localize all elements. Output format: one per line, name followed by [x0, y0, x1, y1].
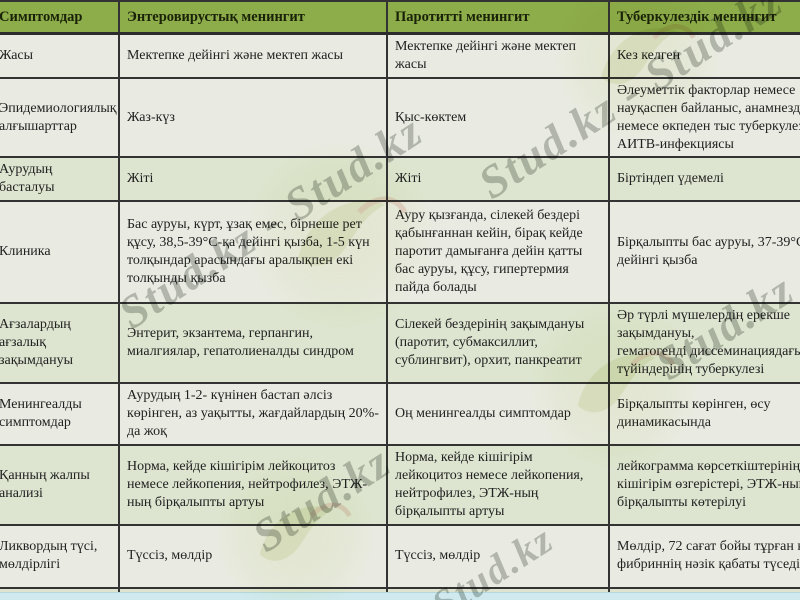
row-label-cell: Клиника: [0, 200, 120, 305]
table-row: Клиника Бас ауруы, күрт, ұзақ емес, бірн…: [0, 200, 800, 305]
data-cell: Ауру қызғанда, сілекей бездері қабынғанн…: [386, 200, 610, 305]
header-cell-enteroviral: Энтеровирустық менингит: [118, 0, 388, 35]
data-cell: Жаз-күз: [118, 76, 388, 159]
table-row: Ликвордың түсі, мөлдірлігі Түссіз, мөлді…: [0, 523, 800, 589]
data-cell: Қыс-көктем: [386, 76, 610, 159]
table-header-row: Симптомдар Энтеровирустық менингит Парот…: [0, 0, 800, 35]
data-cell: Норма, кейде кішігірім лейкоцитоз немесе…: [386, 443, 610, 526]
data-cell: лейкограмма көрсеткіштерінің кішігірім ө…: [608, 443, 800, 526]
data-cell: Түссіз, мөлдір: [386, 523, 610, 589]
data-cell: Аурудың 1-2- күнінен бастап әлсіз көрінг…: [118, 381, 388, 446]
data-cell: Бас ауруы, күрт, ұзақ емес, бірнеше рет …: [118, 200, 388, 305]
table-row: Ағзалардың ағзалық зақымдануы Энтерит, э…: [0, 302, 800, 384]
header-cell-parotitis: Паротитті менингит: [386, 0, 610, 35]
table-row: Қанның жалпы анализі Норма, кейде кішігі…: [0, 443, 800, 526]
data-cell: Кез келген: [608, 32, 800, 79]
bottom-bar: [0, 592, 800, 600]
data-cell: Сілекей бездерінің зақымдануы (паротит, …: [386, 302, 610, 384]
data-cell: Мектепке дейінгі және мектеп жасы: [386, 32, 610, 79]
data-cell: Энтерит, экзантема, герпангин, миалгияла…: [118, 302, 388, 384]
data-cell: Жіті: [118, 156, 388, 203]
data-cell: Мектепке дейінгі және мектеп жасы: [118, 32, 388, 79]
row-label-cell: Ликвордың түсі, мөлдірлігі: [0, 523, 120, 589]
data-cell: Жіті: [386, 156, 610, 203]
row-label-cell: Аурудың басталуы: [0, 156, 120, 203]
data-cell: Оң менингеалды симптомдар: [386, 381, 610, 446]
data-cell: Бірқалыпты бас ауруы, 37-39°С-қа дейінгі…: [608, 200, 800, 305]
table-row: Аурудың басталуы Жіті Жіті Біртіндеп үде…: [0, 156, 800, 203]
row-label-cell: Ағзалардың ағзалық зақымдануы: [0, 302, 120, 384]
row-label-cell: Эпидемиологиялық алғышарттар: [0, 76, 120, 159]
table-row: Жасы Мектепке дейінгі және мектеп жасы М…: [0, 32, 800, 79]
data-cell: Бірқалыпты көрінген, өсу динамикасында: [608, 381, 800, 446]
data-cell: Әр түрлі мүшелердің ерекше зақымдануы, г…: [608, 302, 800, 384]
row-label-cell: Жасы: [0, 32, 120, 79]
row-label-cell: Қанның жалпы анализі: [0, 443, 120, 526]
header-cell-tuberculous: Туберкулездік менингит: [608, 0, 800, 35]
data-cell: Мөлдір, 72 сағат бойы тұрған кезде фибри…: [608, 523, 800, 589]
data-cell: Түссіз, мөлдір: [118, 523, 388, 589]
data-cell: Норма, кейде кішігірім лейкоцитоз немесе…: [118, 443, 388, 526]
row-label-cell: Менингеалды симптомдар: [0, 381, 120, 446]
table-row: Эпидемиологиялық алғышарттар Жаз-күз Қыс…: [0, 76, 800, 159]
data-cell: Әлеуметтік факторлар немесе науқаспен ба…: [608, 76, 800, 159]
data-cell: Біртіндеп үдемелі: [608, 156, 800, 203]
header-cell-symptoms: Симптомдар: [0, 0, 120, 35]
table-row: Менингеалды симптомдар Аурудың 1-2- күні…: [0, 381, 800, 446]
